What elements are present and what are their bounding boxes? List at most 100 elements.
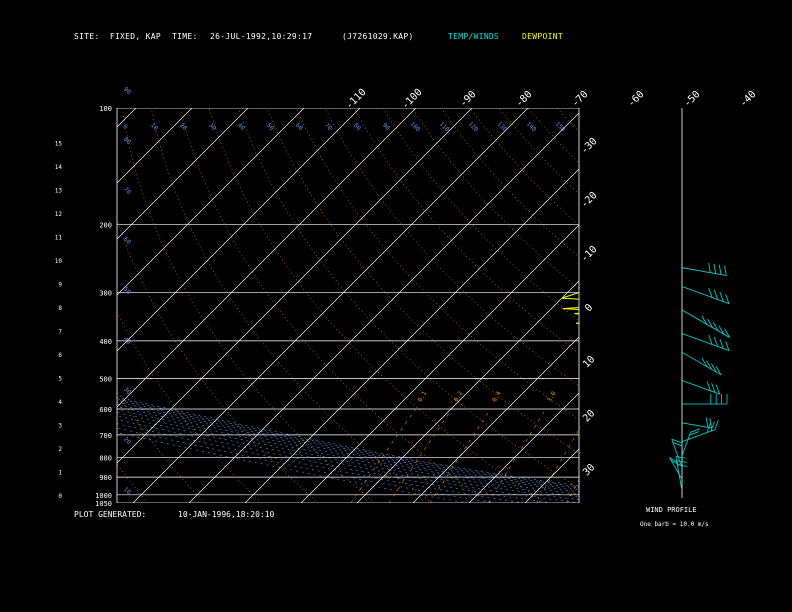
isotherm-line: [117, 108, 249, 240]
pressure-label: 800: [99, 454, 112, 462]
right-temp-label: 20: [581, 408, 597, 424]
isotherm-line: [300, 224, 579, 503]
height-label: 9: [58, 282, 62, 289]
wind-barb: [681, 267, 727, 276]
mixing-ratio-line: [388, 408, 453, 503]
dry-adiabat: [644, 108, 792, 503]
wind-barb-flag: [724, 328, 730, 338]
dry-adiabat: [615, 108, 792, 503]
moist-adiabat: [117, 399, 579, 489]
dry-adiabat-label: 140: [525, 121, 538, 134]
site-label: SITE:: [74, 32, 100, 41]
dry-adiabat-label: 80: [352, 122, 362, 132]
dry-adiabat: [208, 108, 546, 503]
wind-barb-flag: [708, 287, 713, 298]
height-label: 4: [58, 399, 62, 406]
plot-generated-value: 10-JAN-1996,18:20:10: [178, 510, 275, 519]
height-label: 1: [58, 470, 62, 477]
isotherm-line: [132, 108, 529, 503]
pressure-label: 900: [99, 474, 112, 482]
dry-adiabat-label: 90: [381, 122, 391, 132]
mixing-ratio-line: [536, 429, 579, 503]
wind-barb-flag: [671, 438, 682, 444]
wind-barb-flag: [708, 262, 711, 273]
isotherm-line: [117, 108, 417, 408]
moist-adiabat: [117, 412, 579, 500]
dewpoint-trace: [561, 280, 579, 324]
isotherm-line: [117, 108, 137, 128]
dry-adiabat-label: 70: [323, 122, 333, 132]
dry-adiabat: [117, 311, 263, 503]
pressure-label: 400: [99, 338, 112, 346]
height-label: 7: [58, 329, 62, 336]
isotherm-line: [693, 108, 792, 503]
right-temp-label: -10: [579, 244, 600, 265]
dry-adiabat: [673, 108, 792, 503]
time-label: TIME:: [172, 32, 198, 41]
isotherm-line: [244, 168, 579, 503]
dry-adiabat-label: 0: [121, 123, 129, 131]
wind-barb-flag: [675, 456, 686, 459]
isotherm-label: -90: [458, 89, 479, 110]
dry-adiabat: [469, 108, 579, 226]
wind-barb-flag: [719, 339, 724, 349]
moist-adiabat-label: 60: [122, 236, 132, 246]
wind-barb-flag: [710, 363, 717, 373]
mixing-ratio-line: [698, 409, 743, 503]
dry-adiabat-label: 60: [294, 122, 304, 132]
isotherm-line: [117, 108, 361, 352]
moist-adiabat: [117, 423, 526, 503]
wind-barb-flag: [701, 357, 708, 367]
legend-temp-winds: TEMP/WINDS: [448, 32, 500, 41]
plot-area: [117, 108, 792, 503]
wind-barb-flag: [701, 315, 708, 325]
dry-adiabat-label: 30: [207, 122, 217, 132]
height-label: 15: [55, 141, 63, 148]
height-label: 14: [55, 164, 63, 171]
wind-barb-flag: [725, 341, 730, 351]
moist-adiabat: [117, 409, 579, 498]
wind-profile-subtitle: One barb = 10.0 m/s: [640, 521, 709, 528]
height-label: 8: [58, 305, 62, 312]
pressure-label: 200: [99, 221, 112, 229]
dry-adiabat-label: 40: [236, 122, 246, 132]
height-label: 10: [55, 258, 63, 265]
mixing-ratio-line: [566, 479, 579, 503]
mixing-ratio-label: 0.4: [491, 390, 503, 403]
pressure-label: 600: [99, 406, 112, 414]
moist-adiabat-label: 70: [122, 186, 132, 196]
isotherm-label: -80: [514, 89, 535, 110]
wind-barb-flag: [706, 360, 712, 370]
moist-adiabat-label: 80: [122, 136, 132, 146]
file-value: (J7261029.KAP): [342, 32, 414, 41]
dry-adiabat: [150, 108, 433, 503]
dry-adiabat-label: 120: [467, 121, 480, 134]
wind-barb-flag: [676, 460, 687, 463]
isotherm-label: -110: [344, 87, 369, 112]
wind-barb-flag: [708, 334, 713, 345]
wind-barb-flag: [725, 294, 730, 304]
dry-adiabat: [440, 108, 579, 258]
isotherm-label: -50: [682, 89, 703, 110]
dry-adiabat: [731, 108, 792, 503]
moist-adiabat: [117, 419, 554, 503]
dry-adiabat: [266, 108, 579, 454]
dry-adiabat: [411, 108, 579, 289]
dry-adiabat-label: 50: [265, 122, 275, 132]
wind-barb: [681, 333, 730, 351]
wind-barb: [681, 432, 691, 456]
mixing-ratio-label: 0.1: [417, 390, 429, 403]
right-temp-label: 10: [581, 354, 597, 370]
isotherm-line: [117, 108, 473, 464]
isotherm-line: [188, 112, 579, 503]
time-value: 26-JUL-1992,10:29:17: [210, 32, 313, 41]
wind-barb-flag: [713, 263, 717, 274]
dry-adiabat: [121, 108, 376, 503]
dry-adiabat-label: 150: [554, 121, 567, 134]
mixing-ratio-label: 1.0: [546, 390, 558, 403]
pressure-label: 300: [99, 290, 112, 298]
isotherm-label: -40: [738, 89, 759, 110]
moist-adiabat-label: 50: [122, 286, 132, 296]
moist-adiabat-label: 10: [122, 486, 132, 496]
